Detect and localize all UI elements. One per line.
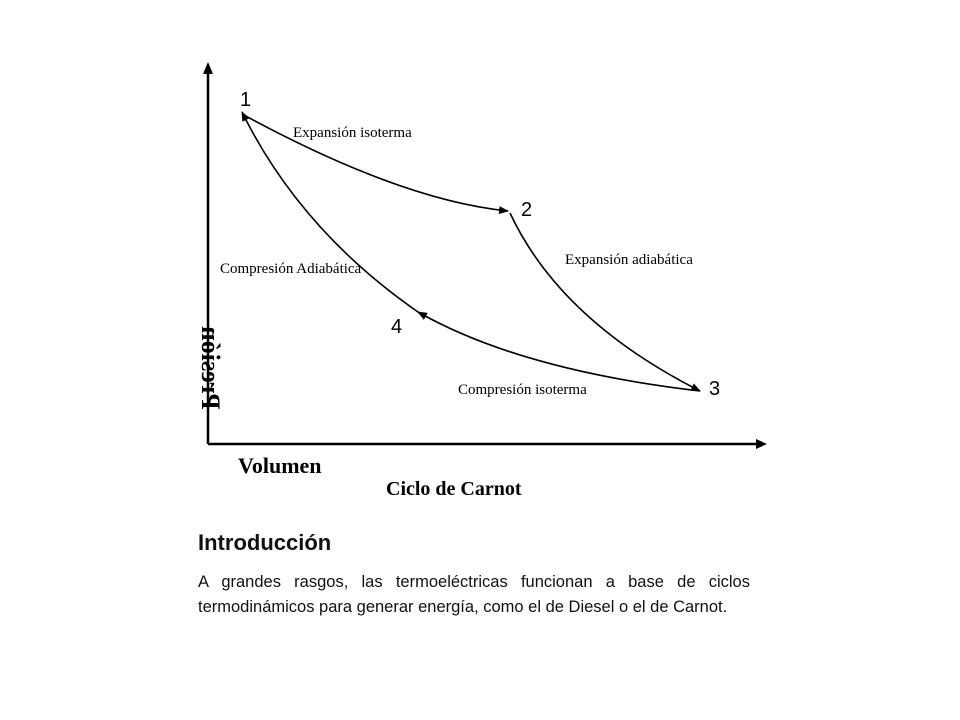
y-axis-arrow-icon <box>203 62 213 74</box>
diagram-caption: Ciclo de Carnot <box>386 478 522 500</box>
section-paragraph: A grandes rasgos, las termoeléctricas fu… <box>198 573 750 616</box>
point-label-3: 3 <box>709 378 720 400</box>
point-label-2: 2 <box>521 199 532 221</box>
label-expansion-adiabatica: Expansión adiabática <box>565 252 693 268</box>
carnot-cycle-diagram: Presión Volumen Ciclo de Carnot 1 2 3 4 … <box>196 62 767 500</box>
curve-expansion-adiabatica <box>509 212 701 392</box>
label-compresion-adiabatica: Compresión Adiabática <box>220 261 362 277</box>
label-compresion-isoterma: Compresión isoterma <box>458 382 587 398</box>
section-heading: Introducción <box>198 530 332 555</box>
point-label-4: 4 <box>391 316 402 338</box>
curve-compresion-isoterma <box>417 311 701 392</box>
x-axis-arrow-icon <box>756 439 767 449</box>
y-axis-label: Presión <box>196 326 225 410</box>
x-axis-label: Volumen <box>238 453 322 478</box>
label-expansion-isoterma: Expansión isoterma <box>293 125 412 141</box>
point-label-1: 1 <box>240 89 251 111</box>
curve-compresion-adiabatica <box>241 111 419 313</box>
curve-expansion-isoterma <box>241 113 509 215</box>
